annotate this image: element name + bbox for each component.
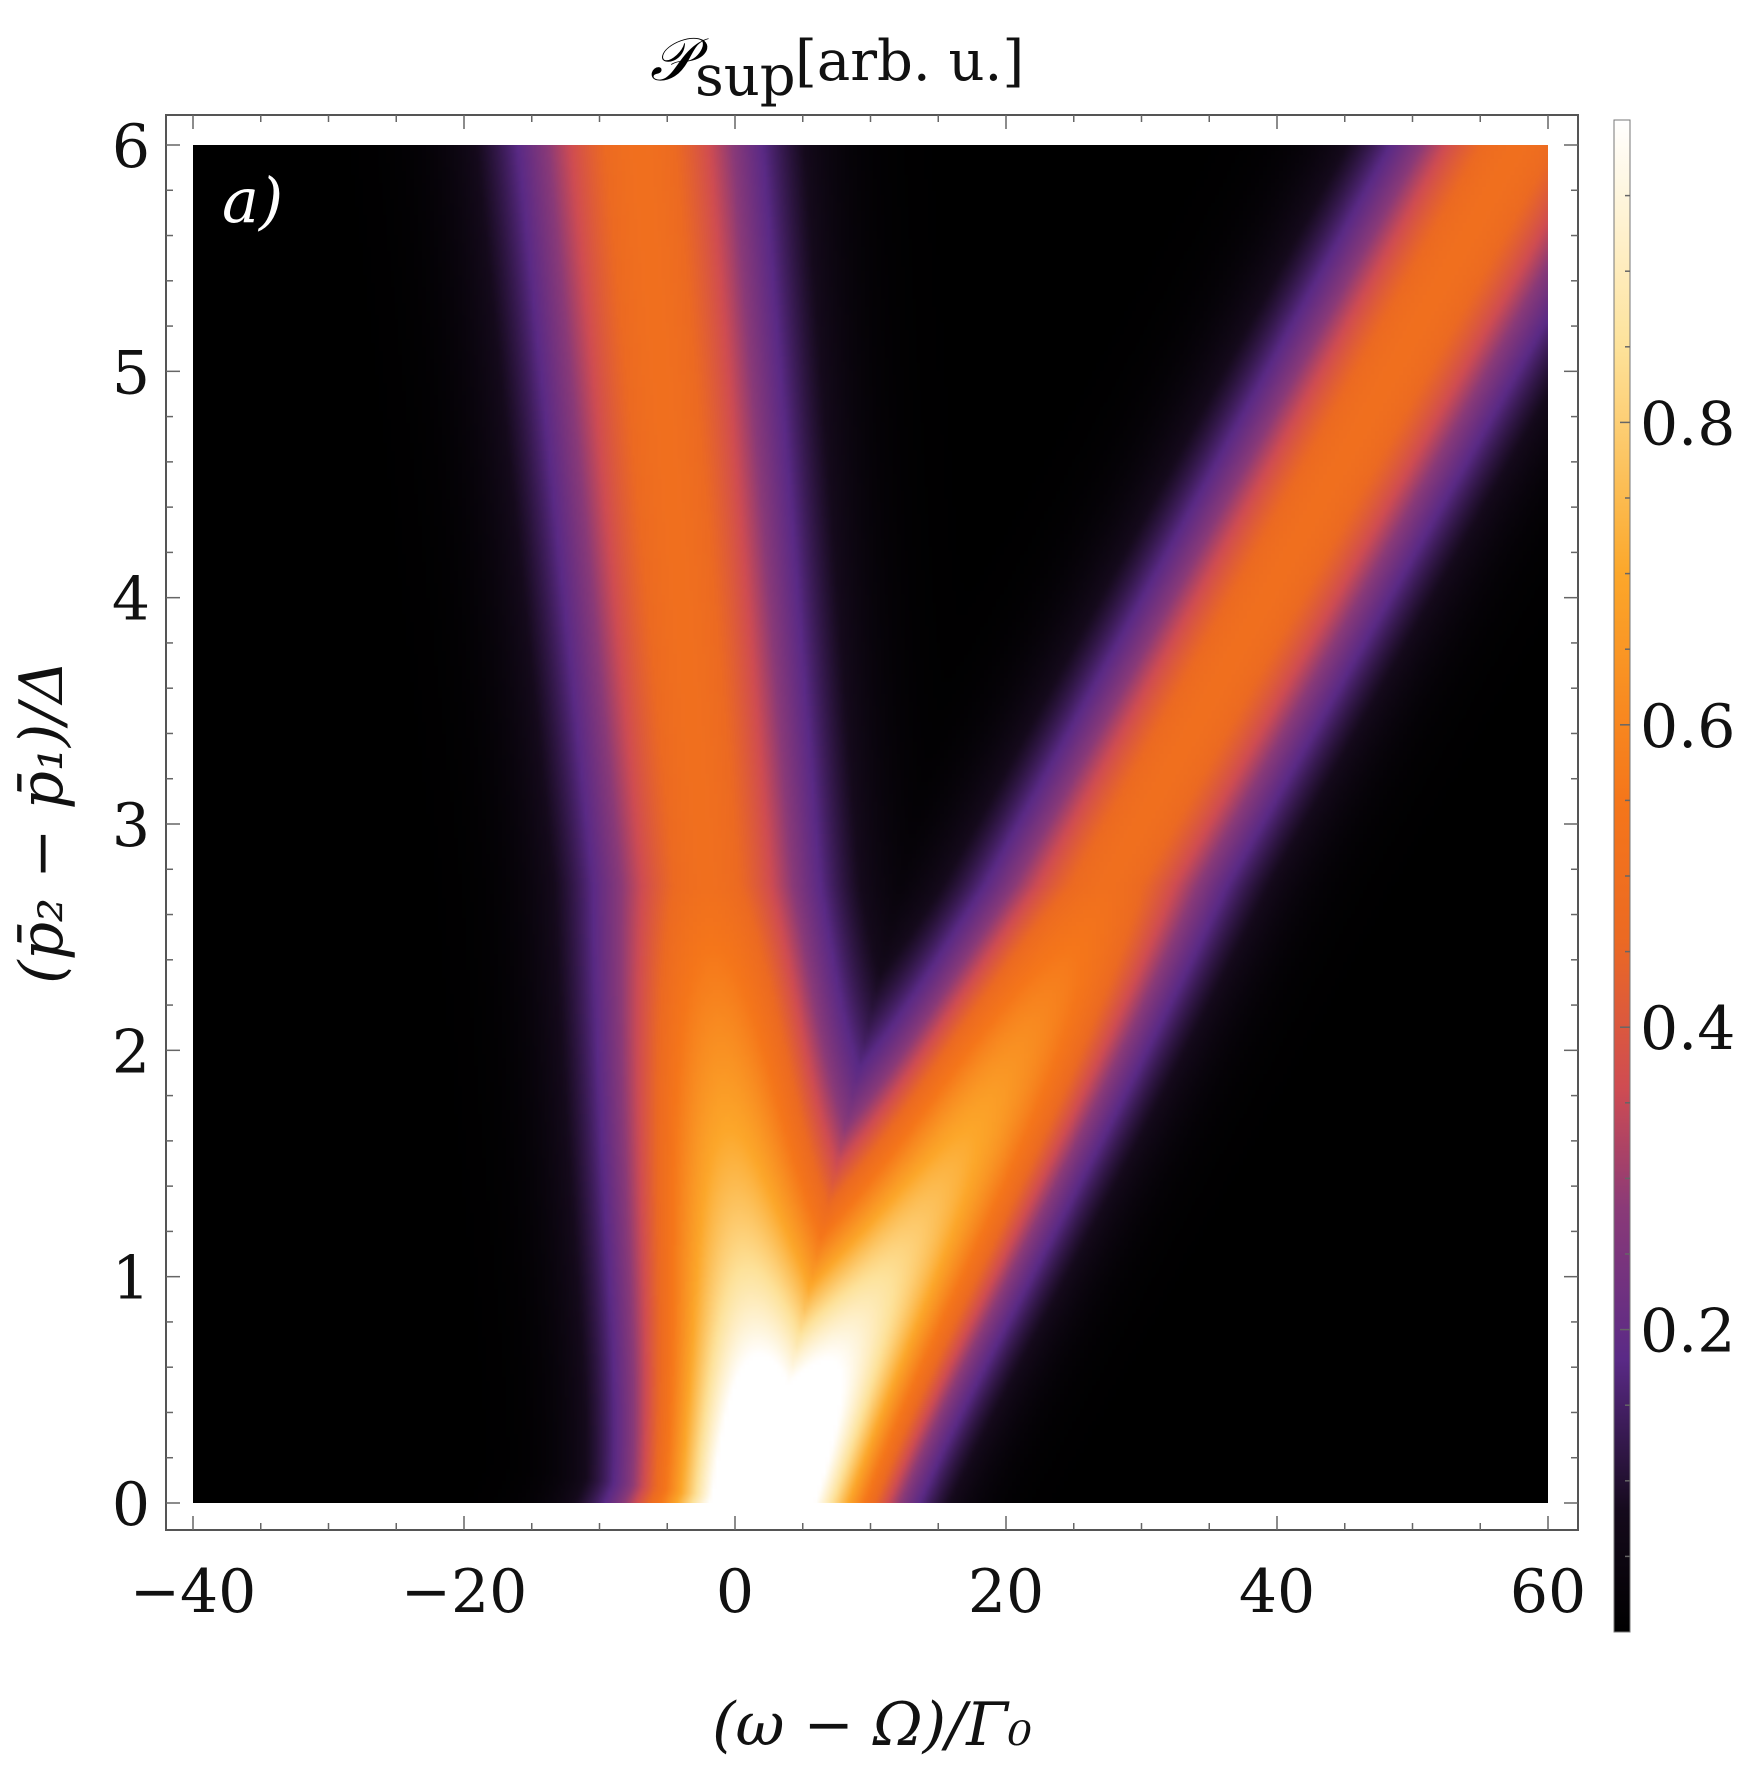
y-tick-label: 0 (112, 1470, 150, 1540)
x-tick-label: 60 (1510, 1557, 1586, 1627)
x-tick-label: 40 (1239, 1557, 1315, 1627)
x-tick-label: −40 (130, 1557, 257, 1627)
y-tick-label: 5 (112, 338, 150, 408)
x-tick-label: −20 (401, 1557, 528, 1627)
y-tick-label: 6 (112, 112, 150, 182)
chart-title: 𝒫 sup [arb. u.] (650, 25, 1024, 109)
heatmap-raster (193, 145, 1548, 1503)
panel-label: a) (222, 164, 283, 237)
title-subscript: sup (695, 44, 796, 109)
y-axis-tick-labels: 0 1 2 3 4 5 6 (112, 112, 150, 1540)
x-axis-tick-labels: −40 −20 0 20 40 60 (130, 1557, 1586, 1627)
y-axis-title: (p̄₂ − p̄₁)/Δ (7, 660, 77, 984)
colorbar-tick-labels: 0.2 0.4 0.6 0.8 (1640, 389, 1735, 1366)
colorbar-tick-label: 0.4 (1640, 994, 1735, 1064)
x-tick-label: 20 (968, 1557, 1044, 1627)
x-axis-ticks (192, 115, 1549, 1530)
colorbar-tick-label: 0.2 (1640, 1297, 1735, 1367)
colorbar-tick-label: 0.6 (1640, 692, 1735, 762)
y-tick-label: 2 (112, 1017, 150, 1087)
colorbar-tick-label: 0.8 (1640, 389, 1735, 459)
y-tick-label: 3 (112, 791, 150, 861)
x-axis-title: (ω − Ω)/Γ₀ (712, 1690, 1032, 1760)
x-tick-label: 0 (716, 1557, 754, 1627)
y-tick-label: 4 (112, 565, 150, 635)
colorbar-ticks (1620, 194, 1630, 1558)
title-unit: [arb. u.] (795, 29, 1024, 94)
y-axis-ticks (166, 144, 1578, 1504)
y-tick-label: 1 (112, 1244, 150, 1314)
